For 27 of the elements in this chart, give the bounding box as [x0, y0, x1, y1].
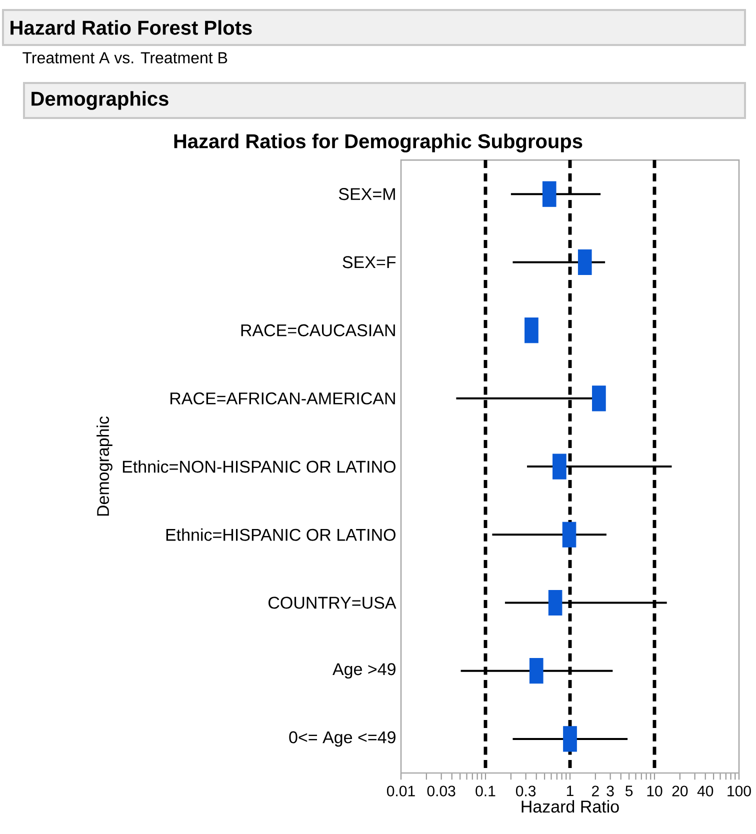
x-tick-label: 0.01 [387, 786, 415, 796]
text: Demographics [32, 91, 168, 110]
chart-title: Hazard Ratios for Demographic Subgroups [174, 134, 582, 152]
y-tick-label: COUNTRY=USA [268, 596, 396, 609]
y-tick-label: 0<= Age <=49 [289, 731, 396, 747]
text: Treatment A vs. Treatment B [22, 52, 228, 64]
text: Hazard Ratio Forest Plots [10, 20, 252, 35]
x-tick-label: 40 [697, 786, 714, 796]
x-tick-label: 100 [728, 786, 751, 796]
y-tick-label: Ethnic=HISPANIC OR LATINO [166, 528, 396, 541]
y-axis-title: Demographic [96, 416, 112, 516]
x-tick-label: 0.1 [476, 786, 496, 796]
y-tick-label: Ethnic=NON-HISPANIC OR LATINO [122, 460, 396, 473]
y-tick-label: SEX=F [342, 256, 396, 268]
x-tick-label: 20 [672, 786, 688, 796]
y-tick-label: Age >49 [332, 663, 396, 679]
y-tick-label: RACE=CAUCASIAN [241, 324, 395, 336]
x-tick-label: 3 [606, 786, 614, 796]
x-tick-label: 2 [592, 786, 599, 796]
y-tick-label: RACE=AFRICAN-AMERICAN [170, 392, 395, 404]
x-tick-label: 0.3 [516, 786, 536, 796]
y-tick-label: SEX=M [338, 188, 395, 200]
x-tick-label: 1 [566, 786, 574, 796]
x-axis-title: Hazard Ratio [522, 800, 619, 813]
x-tick-label: 0.03 [427, 786, 456, 796]
x-tick-label: 5 [626, 786, 633, 796]
x-tick-label: 10 [647, 786, 662, 796]
